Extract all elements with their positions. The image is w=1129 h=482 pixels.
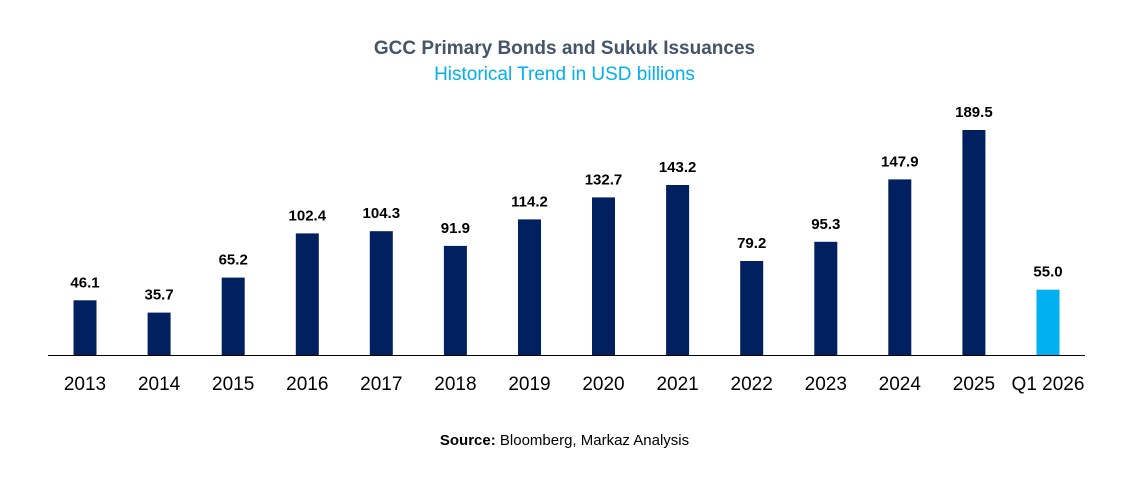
- x-tick-label-2013: 2013: [64, 374, 106, 395]
- bar-2015: [221, 277, 245, 355]
- value-label-q1-2026: 55.0: [1033, 264, 1062, 281]
- value-labels-group: 46.1 35.7 65.2 102.4 104.3 91.9 114.2 132.7 143.…: [70, 104, 1062, 304]
- value-label-2023: 95.3: [811, 216, 840, 233]
- source-note: Source: Bloomberg, Markaz Analysis: [0, 432, 1129, 449]
- x-tick-label-2024: 2024: [879, 374, 922, 395]
- bar-2025: [962, 130, 986, 355]
- x-tick-label-2016: 2016: [286, 374, 328, 395]
- x-tick-label-2025: 2025: [953, 374, 995, 395]
- bar-2020: [592, 197, 615, 355]
- bar-2016: [295, 233, 319, 355]
- chart-subtitle: Historical Trend in USD billions: [434, 64, 695, 85]
- bar-2017: [369, 231, 393, 355]
- value-label-2014: 35.7: [144, 287, 173, 304]
- source-label: Source:: [439, 432, 496, 449]
- value-label-2019: 114.2: [511, 193, 548, 210]
- value-label-2015: 65.2: [219, 252, 248, 269]
- x-tick-label-2015: 2015: [212, 374, 254, 395]
- chart-title: GCC Primary Bonds and Sukuk Issuances: [373, 38, 756, 59]
- value-label-2021: 143.2: [659, 159, 697, 176]
- x-tick-label-2022: 2022: [731, 374, 773, 395]
- bar-2024: [888, 179, 912, 355]
- bar-2018: [443, 245, 467, 355]
- bar-q1-2026: [1036, 289, 1060, 355]
- value-label-2018: 91.9: [441, 220, 470, 237]
- x-tick-label-2020: 2020: [582, 374, 624, 395]
- bar-2021: [666, 185, 690, 355]
- value-label-2013: 46.1: [70, 274, 99, 291]
- x-tick-label-2021: 2021: [656, 374, 698, 395]
- x-tick-label-2017: 2017: [360, 374, 402, 395]
- value-label-2025: 189.5: [955, 104, 993, 121]
- value-label-2016: 102.4: [289, 207, 327, 224]
- value-label-2020: 132.7: [585, 171, 623, 188]
- bar-2013: [73, 300, 97, 355]
- value-label-2022: 79.2: [737, 235, 766, 252]
- bars-group: [73, 130, 1060, 355]
- x-tick-label-q1-2026: Q1 2026: [1012, 374, 1085, 395]
- tick-labels-group: 2013 2014 2015 2016 2017 2018 2019 2020 2021 2022…: [64, 374, 1085, 395]
- x-tick-label-2019: 2019: [508, 374, 550, 395]
- x-tick-label-2023: 2023: [805, 374, 847, 395]
- source-text: Bloomberg, Markaz Analysis: [495, 432, 690, 449]
- bar-2023: [814, 241, 838, 355]
- bar-2022: [740, 261, 764, 355]
- bar-2019: [518, 219, 541, 355]
- value-label-2017: 104.3: [363, 205, 401, 222]
- x-tick-label-2018: 2018: [434, 374, 476, 395]
- value-label-2024: 147.9: [881, 153, 919, 170]
- x-tick-label-2014: 2014: [138, 374, 181, 395]
- bar-2014: [147, 312, 171, 355]
